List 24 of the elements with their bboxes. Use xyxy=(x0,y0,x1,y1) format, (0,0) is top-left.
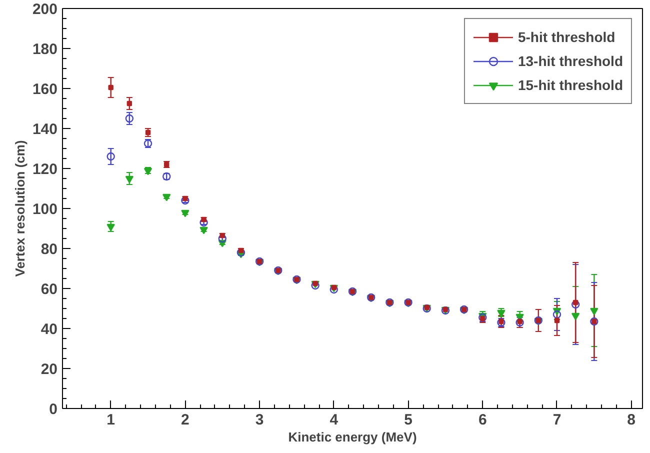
x-tick-label: 6 xyxy=(478,412,487,428)
legend-label: 13-hit threshold xyxy=(518,53,623,69)
y-tick-label: 100 xyxy=(32,201,58,218)
x-tick-label: 7 xyxy=(552,412,562,428)
x-tick-label: 4 xyxy=(330,412,339,428)
y-tick-label: 200 xyxy=(32,1,58,18)
x-tick-label: 2 xyxy=(181,412,190,428)
y-tick-label: 60 xyxy=(40,281,58,298)
y-tick-label: 20 xyxy=(40,361,58,378)
y-tick-label: 0 xyxy=(49,401,58,418)
y-axis-title: Vertex resolution (cm) xyxy=(12,140,28,277)
y-tick-label: 120 xyxy=(32,161,58,178)
x-tick-label: 5 xyxy=(404,412,412,428)
y-tick-label: 80 xyxy=(40,241,58,258)
x-tick-label: 3 xyxy=(255,412,264,428)
legend-label: 15-hit threshold xyxy=(518,77,623,93)
y-tick-label: 180 xyxy=(32,41,58,58)
x-tick-label: 1 xyxy=(106,412,116,428)
y-tick-label: 40 xyxy=(40,321,58,338)
x-axis-title: Kinetic energy (MeV) xyxy=(288,430,417,444)
y-tick-label: 160 xyxy=(32,81,58,98)
y-tick-label: 140 xyxy=(32,121,58,138)
x-tick-label: 8 xyxy=(627,412,636,428)
legend-label: 5-hit threshold xyxy=(518,29,616,45)
